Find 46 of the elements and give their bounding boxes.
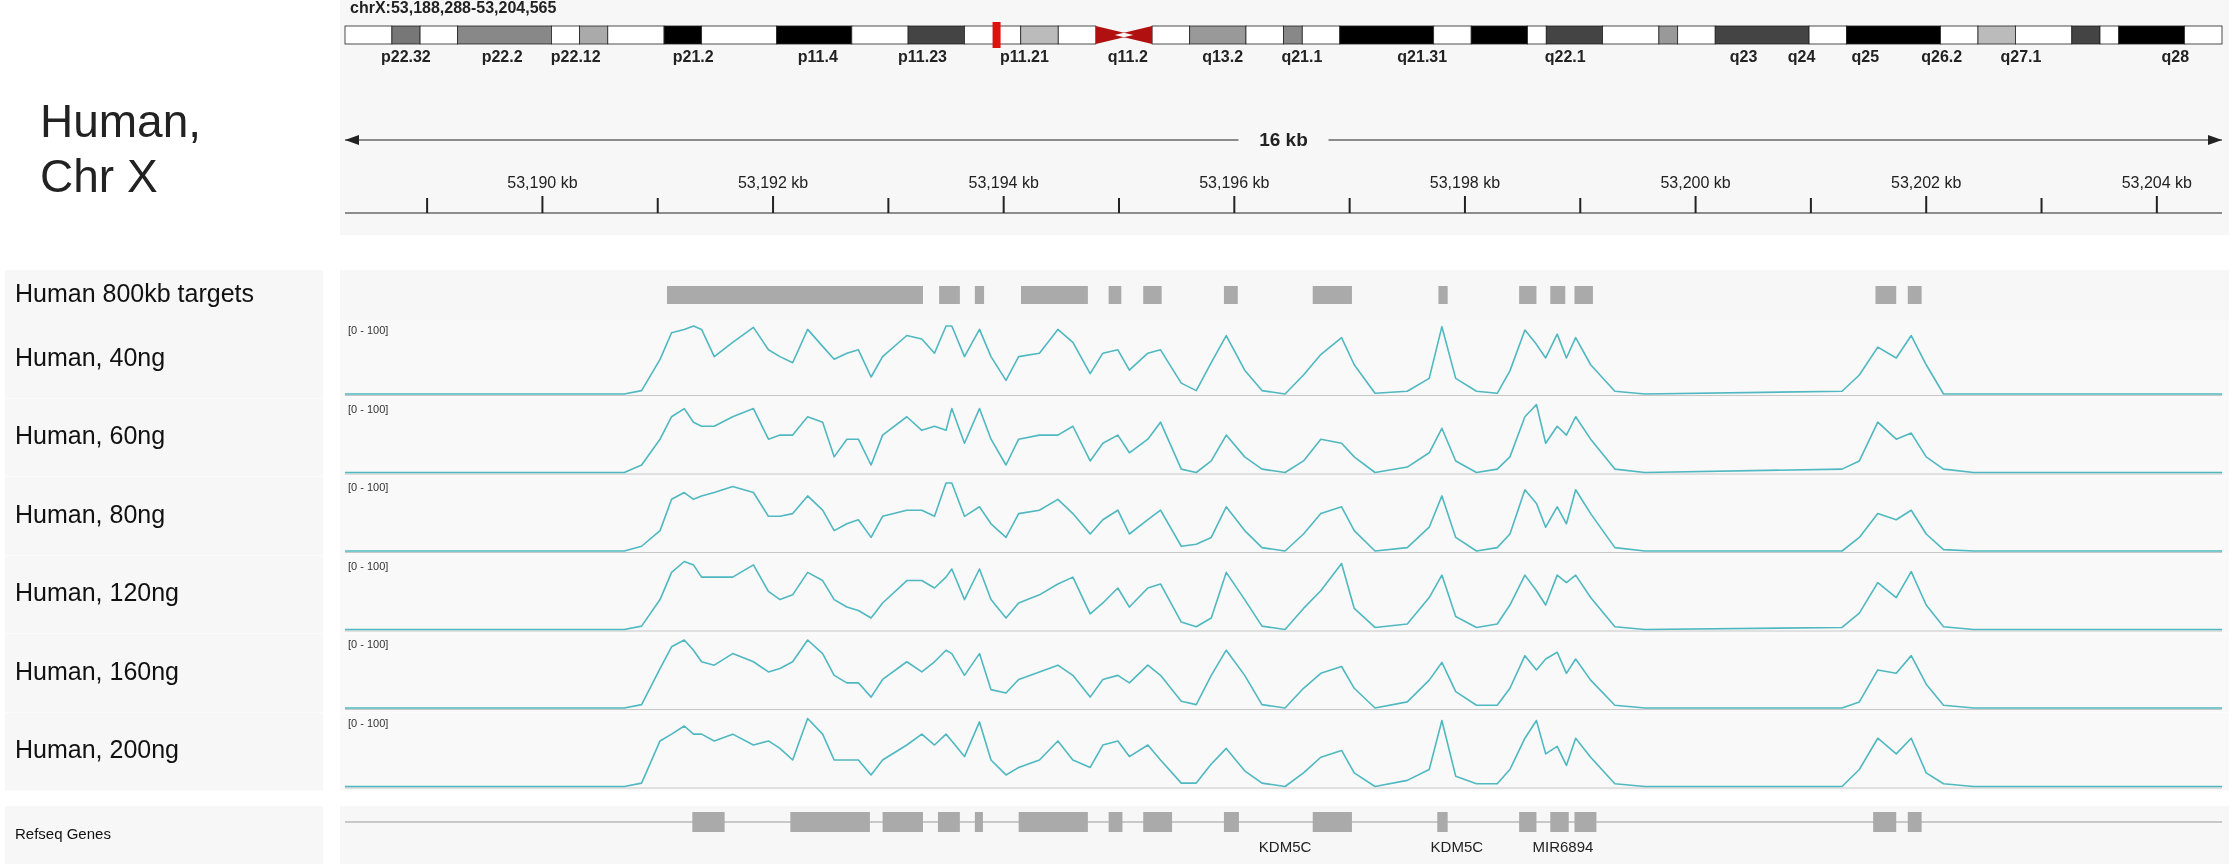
chart-title: chrX:53,188,288-53,204,565 [350,0,557,16]
text: q11.2 [1107,48,1148,65]
text: Refseq Genes [15,824,111,842]
y-axis-title: Human, 200ng [15,735,180,764]
annotation: [0 - 100] [348,638,389,650]
annotation: [0 - 100] [348,559,389,572]
text: p22.32 [380,48,431,65]
text: q13.2 [1202,48,1244,65]
text: q21.31 [1397,48,1448,65]
text: q25 [1851,48,1880,65]
y-axis-title: Human, 40ng [15,342,166,371]
text: q28 [2161,48,2190,65]
text: 16 kb [1259,129,1308,150]
text: p22.12 [550,48,601,65]
annotation: [0 - 100] [348,402,389,415]
x-tick-label: 53,198 kb [1429,174,1501,191]
annotation: [0 - 100] [348,481,389,493]
text: p11.21 [999,48,1050,65]
text: KDM5C [1258,838,1312,855]
text: q22.1 [1544,48,1586,65]
x-tick-label: 53,196 kb [1199,174,1270,191]
x-tick-label: 53,204 kb [2121,174,2193,191]
text: Human 800kb targets [15,278,255,307]
y-axis-title: Human, 120ng [15,578,180,607]
text: p22.2 [481,48,523,65]
text: q27.1 [2000,48,2042,65]
annotation: [0 - 100] [348,716,389,729]
y-axis-title: Human, 80ng [15,499,166,528]
text: p11.23 [898,48,948,65]
text: p11.4 [797,48,838,65]
text: KDM5C [1430,838,1484,855]
annotation: [0 - 100] [348,324,389,336]
text: MIR6894 [1532,838,1594,855]
chart-subtitle: Human, Chr X [40,95,202,203]
x-tick-label: 53,192 kb [737,174,809,191]
x-tick-label: 53,200 kb [1660,174,1731,191]
x-tick-label: 53,202 kb [1891,174,1962,191]
y-axis-title: Human, 60ng [15,421,166,450]
text: q23 [1729,48,1758,65]
y-axis-title: Human, 160ng [15,656,180,685]
text: q26.2 [1921,48,1963,65]
text: p21.2 [672,48,714,65]
text: q21.1 [1281,48,1323,65]
x-tick-label: 53,194 kb [968,174,1039,191]
text: q24 [1787,48,1816,65]
x-tick-label: 53,190 kb [507,174,578,191]
